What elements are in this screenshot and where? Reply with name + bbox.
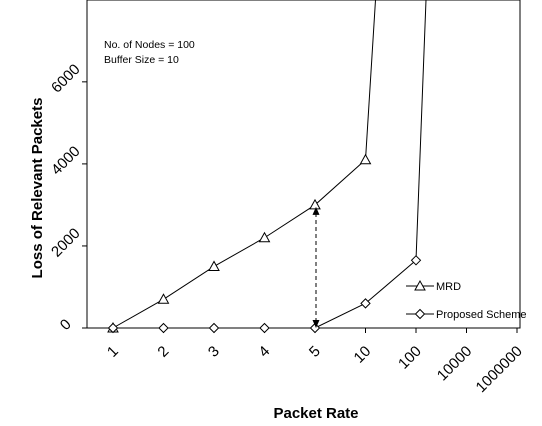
legend: MRD Proposed Scheme <box>406 279 527 321</box>
arrow-head-bottom <box>312 320 320 328</box>
x-tick-label: 4 <box>255 343 273 361</box>
proposed-point <box>309 322 321 334</box>
annotation-nodes: No. of Nodes = 100 <box>104 39 195 51</box>
legend-mrd-label: MRD <box>436 281 461 293</box>
mrd-point <box>309 198 321 210</box>
legend-proposed-label: Proposed Scheme <box>436 309 527 321</box>
x-tick-label: 10 <box>351 343 375 367</box>
y-tick-label: 0 <box>57 316 75 334</box>
mrd-point <box>359 153 372 165</box>
x-tick-label: 100 <box>395 343 425 373</box>
mrd-point <box>157 293 170 304</box>
legend-proposed-marker <box>406 308 434 320</box>
annotation-buffer: Buffer Size = 10 <box>104 54 179 66</box>
y-tick-label: 2000 <box>48 225 84 261</box>
legend-proposed-symbol <box>414 308 426 320</box>
proposed-point <box>208 322 220 334</box>
y-axis-title: Loss of Relevant Packets <box>29 98 46 279</box>
proposed-point <box>360 298 371 309</box>
mrd-point <box>208 260 220 271</box>
x-tick-label: 1000000 <box>473 343 526 396</box>
legend-mrd-marker <box>406 279 434 291</box>
x-tick-label: 1 <box>104 343 122 361</box>
x-tick-label: 5 <box>306 343 324 361</box>
series-proposed-line <box>113 0 427 329</box>
y-tick-label: 6000 <box>48 61 84 97</box>
proposed-point <box>410 255 422 266</box>
proposed-point <box>259 322 270 334</box>
y-tick-label: 4000 <box>48 143 84 179</box>
arrow-head-top <box>312 206 320 215</box>
mrd-point <box>258 231 271 243</box>
x-tick-label: 3 <box>205 343 223 361</box>
legend-mrd-symbol <box>414 279 426 291</box>
x-axis-title: Packet Rate <box>273 405 358 422</box>
proposed-point <box>107 322 119 334</box>
x-tick-label: 10000 <box>434 343 476 385</box>
proposed-point <box>158 322 169 334</box>
x-tick-label: 2 <box>154 343 172 361</box>
